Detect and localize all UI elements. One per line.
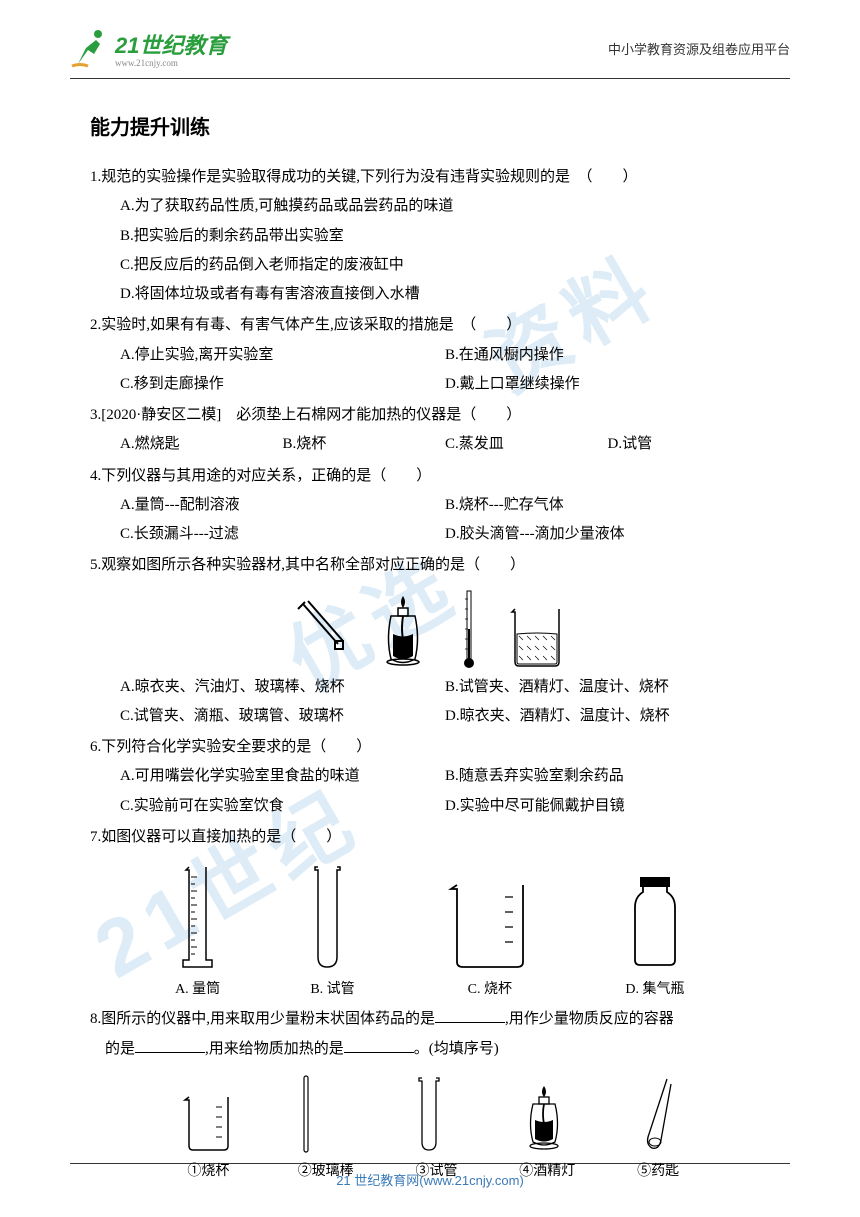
q4-stem: 4.下列仪器与其用途的对应关系，正确的是（ ） xyxy=(90,462,770,491)
q6-opt-d: D.实验中尽可能佩戴护目镜 xyxy=(445,792,770,821)
q8-images: ①烧杯 ②玻璃棒 ③试管 xyxy=(90,1064,770,1185)
q6-stem: 6.下列符合化学实验安全要求的是（ ） xyxy=(90,733,770,762)
q7-label-a: A. 量筒 xyxy=(175,976,220,1003)
test-tube-small-icon xyxy=(415,1074,457,1154)
q1-opt-b: B.把实验后的剩余药品带出实验室 xyxy=(120,222,770,251)
q6-opt-a: A.可用嘴尝化学实验室里食盐的味道 xyxy=(120,762,445,791)
q5-images xyxy=(90,581,770,673)
q8-label-3: ③试管 xyxy=(415,1158,457,1185)
q5-opt-c: C.试管夹、滴瓶、玻璃管、玻璃杯 xyxy=(120,702,445,731)
q7-label-c: C. 烧杯 xyxy=(445,976,535,1003)
section-title: 能力提升训练 xyxy=(90,109,770,148)
q8-text-1: 8.图所示的仪器中,用来取用少量粉末状固体药品的是 xyxy=(90,1011,435,1027)
q3-opt-d: D.试管 xyxy=(608,430,771,459)
q8-text-5: 。(均填序号) xyxy=(414,1041,499,1057)
q7-stem: 7.如图仪器可以直接加热的是（ ） xyxy=(90,823,770,852)
blank-1 xyxy=(435,1005,505,1023)
q8-label-5: ⑤药匙 xyxy=(637,1158,679,1185)
q1-opt-c: C.把反应后的药品倒入老师指定的废液缸中 xyxy=(120,251,770,280)
logo: 21世纪教育 www.21cnjy.com xyxy=(70,28,227,68)
page-header: 21世纪教育 www.21cnjy.com 中小学教育资源及组卷应用平台 xyxy=(70,0,790,79)
question-8: 8.图所示的仪器中,用来取用少量粉末状固体药品的是 ,用作少量物质反应的容器 的是… xyxy=(90,1005,770,1185)
document-body: 能力提升训练 1.规范的实验操作是实验取得成功的关键,下列行为没有违背实验规则的… xyxy=(0,79,860,1185)
question-2: 2.实验时,如果有有毒、有害气体产生,应该采取的措施是 （ ） A.停止实验,离… xyxy=(90,311,770,399)
q2-opt-b: B.在通风橱内操作 xyxy=(445,341,770,370)
alcohol-lamp-icon xyxy=(376,594,431,669)
gas-jar-icon xyxy=(625,872,685,972)
q1-stem: 1.规范的实验操作是实验取得成功的关键,下列行为没有违背实验规则的是 （ ） xyxy=(90,163,770,192)
q8-stem: 8.图所示的仪器中,用来取用少量粉末状固体药品的是 ,用作少量物质反应的容器 的是… xyxy=(90,1011,674,1056)
header-platform-text: 中小学教育资源及组卷应用平台 xyxy=(608,39,790,58)
q5-opt-a: A.晾衣夹、汽油灯、玻璃棒、烧杯 xyxy=(120,673,445,702)
test-tube-icon xyxy=(310,862,354,972)
q4-opt-a: A.量筒---配制溶液 xyxy=(120,491,445,520)
q5-opt-b: B.试管夹、酒精灯、温度计、烧杯 xyxy=(445,673,770,702)
blank-2 xyxy=(135,1035,205,1053)
q3-opt-c: C.蒸发皿 xyxy=(445,430,608,459)
q4-opt-d: D.胶头滴管---滴加少量液体 xyxy=(445,520,770,549)
q6-opt-b: B.随意丢弃实验室剩余药品 xyxy=(445,762,770,791)
q2-opt-a: A.停止实验,离开实验室 xyxy=(120,341,445,370)
question-1: 1.规范的实验操作是实验取得成功的关键,下列行为没有违背实验规则的是 （ ） A… xyxy=(90,163,770,309)
q2-opt-c: C.移到走廊操作 xyxy=(120,370,445,399)
alcohol-lamp-small-icon xyxy=(519,1084,575,1154)
beaker-large-icon xyxy=(445,877,535,972)
q4-opt-c: C.长颈漏斗---过滤 xyxy=(120,520,445,549)
beaker-small-icon xyxy=(181,1092,236,1154)
q8-label-2: ②玻璃棒 xyxy=(298,1158,354,1185)
q2-stem: 2.实验时,如果有有毒、有害气体产生,应该采取的措施是 （ ） xyxy=(90,311,770,340)
logo-text: 21世纪教育 xyxy=(115,33,227,58)
q5-stem: 5.观察如图所示各种实验器材,其中名称全部对应正确的是（ ） xyxy=(90,551,770,580)
blank-3 xyxy=(344,1035,414,1053)
q5-opt-d: D.晾衣夹、酒精灯、温度计、烧杯 xyxy=(445,702,770,731)
q3-opt-a: A.燃烧匙 xyxy=(120,430,283,459)
q7-label-d: D. 集气瓶 xyxy=(625,976,685,1003)
tube-clamp-icon xyxy=(293,599,348,669)
question-5: 5.观察如图所示各种实验器材,其中名称全部对应正确的是（ ） xyxy=(90,551,770,731)
glass-rod-icon xyxy=(298,1074,354,1154)
q8-text-4: ,用来给物质加热的是 xyxy=(205,1041,344,1057)
q6-opt-c: C.实验前可在实验室饮食 xyxy=(120,792,445,821)
thermometer-icon xyxy=(459,589,479,669)
q8-label-1: ①烧杯 xyxy=(181,1158,236,1185)
graduated-cylinder-icon xyxy=(175,862,220,972)
q3-opt-b: B.烧杯 xyxy=(283,430,446,459)
question-6: 6.下列符合化学实验安全要求的是（ ） A.可用嘴尝化学实验室里食盐的味道 B.… xyxy=(90,733,770,821)
spatula-icon xyxy=(637,1074,679,1154)
q8-label-4: ④酒精灯 xyxy=(519,1158,575,1185)
q7-images: A. 量筒 B. 试管 C. 烧杯 xyxy=(90,852,770,1003)
q1-opt-d: D.将固体垃圾或者有毒有害溶液直接倒入水槽 xyxy=(120,280,770,309)
q2-opt-d: D.戴上口罩继续操作 xyxy=(445,370,770,399)
q8-text-3: 的是 xyxy=(90,1041,135,1057)
question-3: 3.[2020·静安区二模] 必须垫上石棉网才能加热的仪器是（ ） A.燃烧匙 … xyxy=(90,401,770,460)
q4-opt-b: B.烧杯---贮存气体 xyxy=(445,491,770,520)
question-7: 7.如图仪器可以直接加热的是（ ） A. 量筒 B. 试管 xyxy=(90,823,770,1004)
question-4: 4.下列仪器与其用途的对应关系，正确的是（ ） A.量筒---配制溶液 B.烧杯… xyxy=(90,462,770,550)
q7-label-b: B. 试管 xyxy=(310,976,354,1003)
q8-text-2: ,用作少量物质反应的容器 xyxy=(505,1011,674,1027)
logo-url: www.21cnjy.com xyxy=(115,58,227,68)
q3-stem: 3.[2020·静安区二模] 必须垫上石棉网才能加热的仪器是（ ） xyxy=(90,401,770,430)
runner-icon xyxy=(70,28,110,68)
q1-opt-a: A.为了获取药品性质,可触摸药品或品尝药品的味道 xyxy=(120,192,770,221)
beaker-icon xyxy=(507,604,567,669)
